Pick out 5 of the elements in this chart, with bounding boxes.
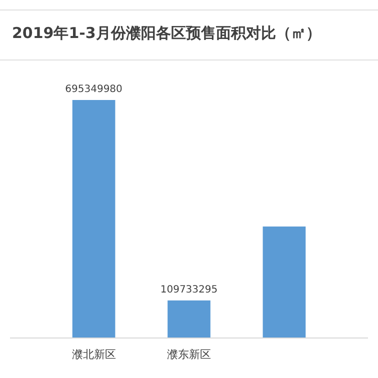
data-label: 109733295 — [160, 284, 218, 296]
x-tick-label: 濮东新区 — [167, 348, 211, 361]
data-label: 695349980 — [65, 84, 122, 95]
x-tick-label: 濮北新区 — [72, 348, 116, 361]
chart-title: 2019年1-3月份濮阳各区预售面积对比（㎡） — [12, 24, 321, 42]
